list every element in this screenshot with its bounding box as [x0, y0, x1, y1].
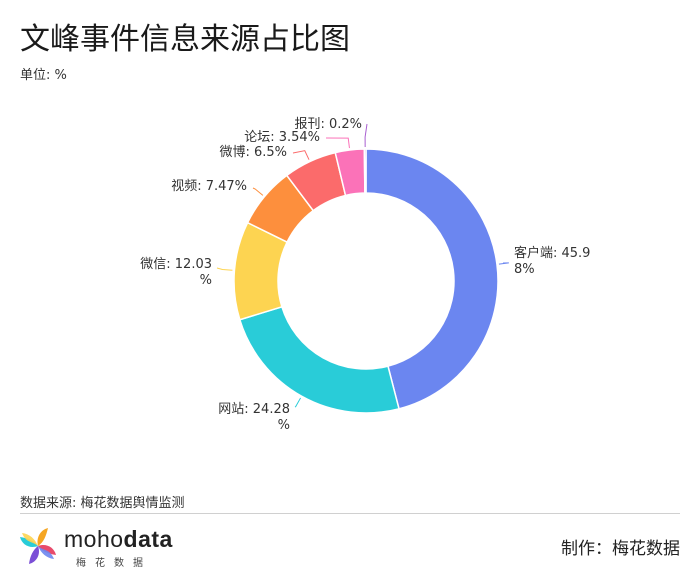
leader-line-视频	[252, 187, 264, 196]
data-label-微信: 微信: 12.03	[140, 257, 212, 272]
logo-wordmark: mohodata	[64, 526, 173, 552]
leader-line-报刊	[364, 123, 368, 148]
leader-line-微博	[292, 150, 310, 160]
logo-subtitle: 梅花数据	[76, 558, 152, 569]
footer-divider	[20, 513, 680, 514]
data-label-微博: 微博: 6.5%	[219, 145, 287, 160]
data-label-网站: 网站: 24.28	[218, 402, 290, 417]
data-label-客户端: 8%	[514, 262, 535, 277]
slice-客户端	[365, 148, 499, 410]
slice-网站	[238, 305, 400, 414]
credit-text: 制作：梅花数据	[561, 539, 680, 559]
data-label-视频: 视频: 7.47%	[171, 179, 247, 194]
unit-label: 单位: %	[20, 68, 67, 83]
leader-line-客户端	[498, 262, 509, 265]
leader-line-微信	[216, 267, 233, 271]
data-source: 数据来源: 梅花数据舆情监测	[20, 496, 185, 511]
donut-chart: 客户端: 45.98%网站: 24.28%微信: 12.03%视频: 7.47%…	[140, 117, 590, 433]
pinwheel-icon	[20, 528, 56, 564]
data-label-报刊: 报刊: 0.2%	[294, 117, 362, 132]
mohodata-logo: mohodata 梅花数据	[18, 524, 178, 570]
leader-line-论坛	[325, 137, 350, 149]
data-label-论坛: 论坛: 3.54%	[244, 130, 320, 145]
data-label-微信: %	[200, 273, 212, 288]
chart-title: 文峰事件信息来源占比图	[20, 22, 350, 57]
leader-line-网站	[294, 397, 301, 408]
data-label-网站: %	[278, 418, 290, 433]
data-label-客户端: 客户端: 45.9	[514, 245, 590, 261]
slice-报刊	[363, 148, 367, 194]
